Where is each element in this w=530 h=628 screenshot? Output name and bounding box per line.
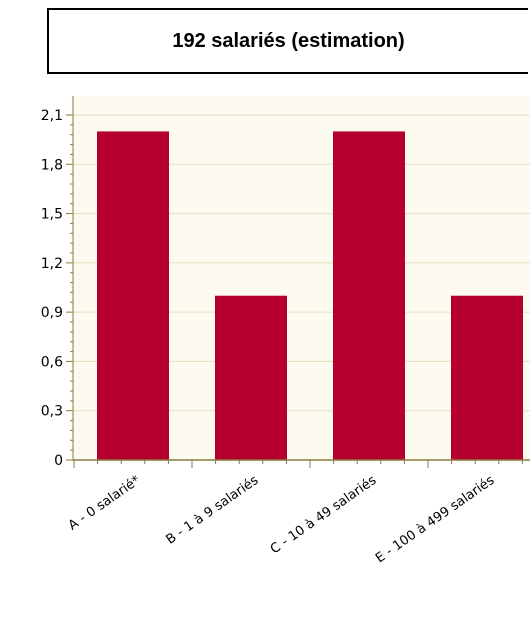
bar xyxy=(215,295,287,460)
y-tick-label: 0,6 xyxy=(41,354,63,370)
y-tick-label: 1,2 xyxy=(41,256,63,272)
y-tick-label: 0 xyxy=(54,453,63,469)
y-tick-label: 2,1 xyxy=(41,108,63,124)
bar xyxy=(451,295,523,460)
x-tick-label: A - 0 salarié* xyxy=(66,473,144,534)
axes xyxy=(66,96,530,468)
bars xyxy=(97,131,523,460)
bar xyxy=(97,131,169,460)
y-tick-label: 0,9 xyxy=(41,305,63,321)
x-tick-label: E - 100 à 499 salariés xyxy=(373,473,497,566)
y-tick-label: 0,3 xyxy=(41,404,63,420)
y-tick-labels: 0 0,3 0,6 0,9 1,2 1,5 1,8 2,1 xyxy=(41,108,63,469)
x-tick-label: B - 1 à 9 salariés xyxy=(164,473,262,548)
x-tick-labels: A - 0 salarié* B - 1 à 9 salariés C - 10 à… xyxy=(66,473,498,567)
x-tick-label: C - 10 à 49 salariés xyxy=(268,473,380,557)
y-tick-label: 1,8 xyxy=(41,157,63,173)
bar xyxy=(333,131,405,460)
chart-title: 192 salariés (estimation) xyxy=(47,8,528,74)
y-tick-label: 1,5 xyxy=(41,207,63,223)
